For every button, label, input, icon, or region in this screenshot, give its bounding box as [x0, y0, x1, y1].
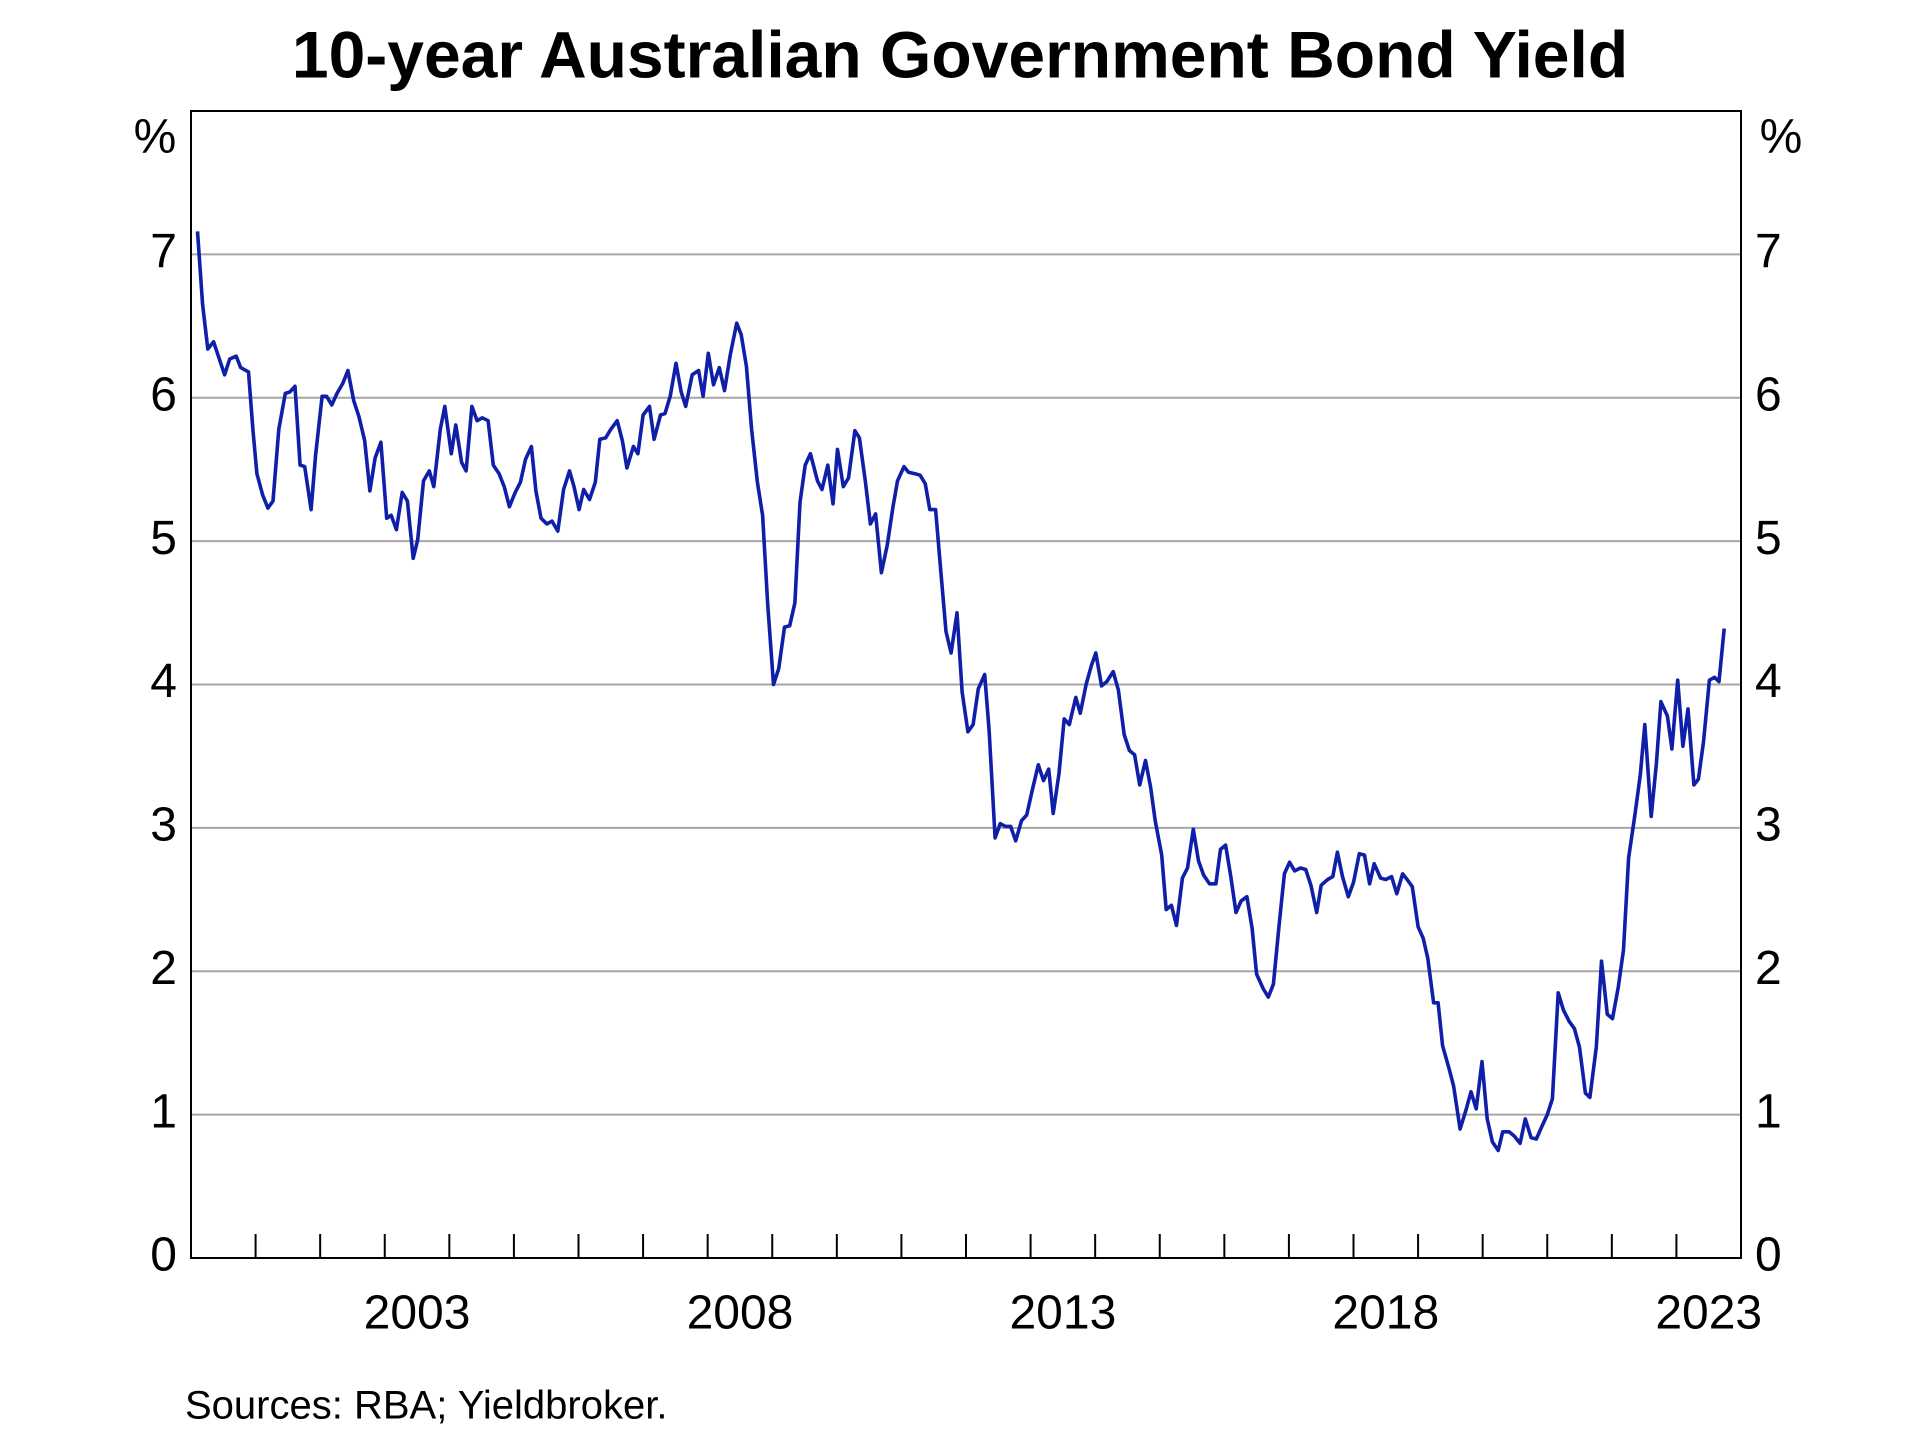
x-tick-label: 2013 — [1009, 1287, 1116, 1340]
y2-tick-label: 4 — [1755, 655, 1782, 708]
y-tick-label: 1 — [150, 1085, 177, 1138]
y-tick-label: 6 — [150, 368, 177, 421]
y2-tick-label: 6 — [1755, 368, 1782, 421]
y-tick-label: 2 — [150, 942, 177, 995]
y-tick-label: 3 — [150, 799, 177, 852]
plot-frame — [190, 110, 1742, 1259]
y2-axis-unit: % — [1760, 111, 1803, 164]
chart-title: 10-year Australian Government Bond Yield — [292, 17, 1628, 91]
y-tick-label: 4 — [150, 655, 177, 708]
y-tick-label: 7 — [150, 225, 177, 278]
y2-tick-label: 1 — [1755, 1085, 1782, 1138]
y2-tick-label: 2 — [1755, 942, 1782, 995]
y2-tick-label: 5 — [1755, 512, 1782, 565]
x-tick-label: 2018 — [1332, 1287, 1439, 1340]
x-tick-label: 2008 — [687, 1287, 794, 1340]
x-tick-label: 2023 — [1655, 1287, 1762, 1340]
y-axis-unit: % — [134, 111, 177, 164]
data-line — [195, 231, 1726, 1153]
y2-tick-label: 3 — [1755, 799, 1782, 852]
y2-tick-label: 0 — [1755, 1229, 1782, 1282]
x-tick-label: 2003 — [364, 1287, 471, 1340]
y-tick-label: 5 — [150, 512, 177, 565]
y-tick-label: 0 — [150, 1229, 177, 1282]
y2-tick-label: 7 — [1755, 225, 1782, 278]
source-note: Sources: RBA; Yieldbroker. — [185, 1384, 667, 1428]
